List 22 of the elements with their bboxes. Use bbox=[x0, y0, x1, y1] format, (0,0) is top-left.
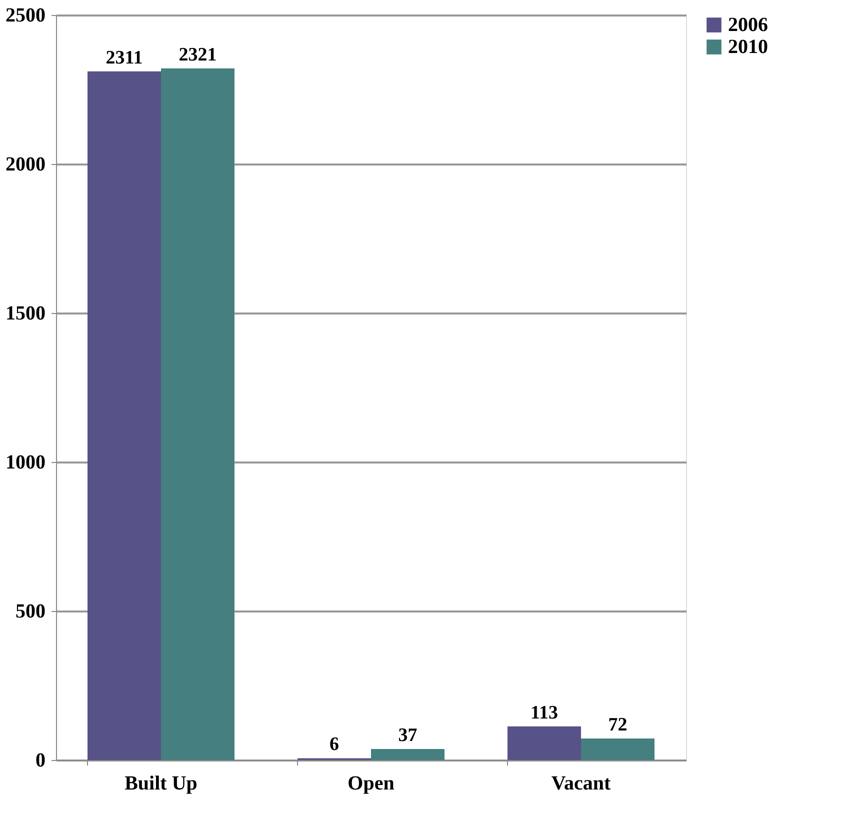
bar bbox=[581, 738, 654, 760]
data-label: 113 bbox=[530, 702, 558, 724]
y-tick-label: 2000 bbox=[6, 154, 46, 176]
y-tick-label: 2500 bbox=[6, 4, 46, 26]
data-label: 72 bbox=[608, 714, 628, 736]
data-label: 2321 bbox=[178, 44, 217, 66]
data-label: 37 bbox=[398, 724, 418, 746]
x-tick-label: Built Up bbox=[124, 772, 198, 794]
bar bbox=[371, 748, 444, 760]
legend-label: 2010 bbox=[728, 36, 768, 58]
y-tick-label: 0 bbox=[36, 750, 46, 772]
data-label: 6 bbox=[330, 734, 339, 756]
x-tick-label: Vacant bbox=[551, 772, 611, 794]
data-label: 2311 bbox=[106, 47, 143, 68]
y-tick-label: 1500 bbox=[6, 302, 46, 324]
bar bbox=[508, 726, 581, 760]
legend-label: 2006 bbox=[728, 14, 768, 36]
y-tick-label: 1000 bbox=[6, 452, 46, 474]
bar bbox=[88, 71, 161, 760]
bar bbox=[161, 68, 234, 760]
x-tick-label: Open bbox=[348, 772, 394, 794]
y-tick-label: 500 bbox=[16, 600, 46, 622]
